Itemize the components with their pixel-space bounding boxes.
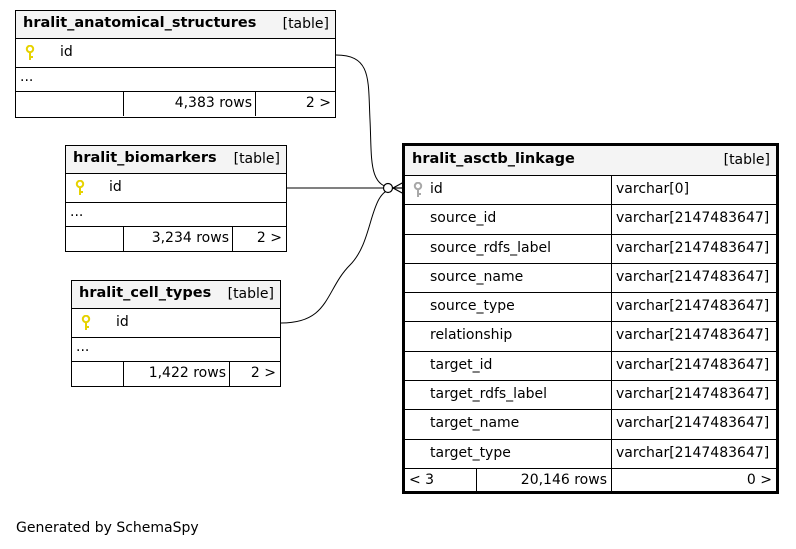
column-name: relationship bbox=[430, 327, 513, 344]
ellipsis: ... bbox=[70, 204, 84, 220]
column-name: id bbox=[116, 314, 129, 330]
ellipsis: ... bbox=[76, 339, 90, 355]
primary-key-icon bbox=[74, 179, 86, 200]
crowfoot-marker bbox=[382, 181, 405, 195]
column-type-cell: varchar[2147483647] bbox=[611, 263, 769, 293]
generated-by-label: Generated by SchemaSpy bbox=[16, 520, 199, 536]
column-name: id bbox=[430, 181, 443, 197]
table-header: hralit_cell_types [table] bbox=[72, 281, 280, 309]
table-kind: [table] bbox=[227, 286, 274, 302]
pk-row: id bbox=[66, 174, 286, 203]
column-row: source_rdfs_label varchar[2147483647] bbox=[405, 234, 776, 264]
link-anatomical-to-linkage bbox=[335, 54, 396, 189]
table-asctb-linkage[interactable]: hralit_asctb_linkage [table] id varchar[0… bbox=[402, 143, 779, 494]
column-type-cell: varchar[2147483647] bbox=[611, 381, 769, 410]
column-row: target_rdfs_label varchar[2147483647] bbox=[405, 381, 776, 411]
table-name[interactable]: hralit_anatomical_structures bbox=[23, 15, 257, 31]
column-type: varchar[2147483647] bbox=[616, 327, 770, 344]
column-row: id varchar[0] bbox=[405, 176, 776, 206]
column-type: varchar[2147483647] bbox=[616, 298, 770, 315]
column-name: source_type bbox=[430, 298, 515, 315]
column-type-cell: varchar[2147483647] bbox=[611, 410, 769, 439]
column-type: varchar[2147483647] bbox=[616, 415, 770, 432]
column-type-cell: varchar[2147483647] bbox=[611, 293, 769, 322]
column-name: id bbox=[109, 179, 122, 195]
column-name: target_name bbox=[430, 415, 520, 432]
ellipsis: ... bbox=[20, 69, 34, 85]
table-footer: 4,383 rows 2 > bbox=[16, 92, 335, 116]
column-type: varchar[2147483647] bbox=[616, 210, 770, 227]
column-type-cell: varchar[0] bbox=[611, 176, 689, 205]
table-cell-types[interactable]: hralit_cell_types [table] id ... 1,422 r… bbox=[71, 280, 281, 387]
column-row: target_type varchar[2147483647] bbox=[405, 439, 776, 469]
column-row: source_type varchar[2147483647] bbox=[405, 293, 776, 323]
row-count: 4,383 rows bbox=[174, 95, 252, 111]
column-type-cell: varchar[2147483647] bbox=[611, 439, 769, 468]
table-kind: [table] bbox=[282, 16, 329, 32]
children-link[interactable]: 0 > bbox=[746, 471, 772, 488]
column-type: varchar[2147483647] bbox=[616, 268, 770, 285]
children-link[interactable]: 2 > bbox=[305, 95, 331, 111]
table-header: hralit_biomarkers [table] bbox=[66, 146, 286, 174]
table-footer: 1,422 rows 2 > bbox=[72, 362, 280, 386]
column-row: source_name varchar[2147483647] bbox=[405, 263, 776, 294]
column-name: target_rdfs_label bbox=[430, 386, 548, 403]
column-list: id varchar[0] source_id varchar[2147483647]… bbox=[405, 176, 776, 469]
more-columns[interactable]: ... bbox=[16, 68, 335, 92]
column-type-cell: varchar[2147483647] bbox=[611, 234, 769, 263]
row-count: 3,234 rows bbox=[151, 230, 229, 246]
link-celltypes-to-linkage bbox=[280, 187, 396, 324]
column-type-cell: varchar[2147483647] bbox=[611, 322, 769, 351]
column-type-cell: varchar[2147483647] bbox=[611, 205, 769, 234]
row-count: 20,146 rows bbox=[520, 471, 607, 488]
table-header: hralit_asctb_linkage [table] bbox=[405, 146, 776, 176]
children-link[interactable]: 2 > bbox=[250, 365, 276, 381]
table-anatomical-structures[interactable]: hralit_anatomical_structures [table] id … bbox=[15, 10, 336, 118]
column-row: source_id varchar[2147483647] bbox=[405, 205, 776, 235]
primary-key-icon bbox=[24, 44, 36, 65]
column-type-cell: varchar[2147483647] bbox=[611, 351, 769, 381]
pk-row: id bbox=[16, 39, 335, 68]
column-type: varchar[2147483647] bbox=[616, 356, 770, 373]
table-kind: [table] bbox=[233, 151, 280, 167]
column-name: target_type bbox=[430, 444, 511, 461]
table-header: hralit_anatomical_structures [table] bbox=[16, 11, 335, 39]
column-row: target_name varchar[2147483647] bbox=[405, 410, 776, 440]
row-count: 1,422 rows bbox=[148, 365, 226, 381]
table-kind: [table] bbox=[723, 152, 770, 168]
column-name: id bbox=[60, 44, 73, 60]
column-name: target_id bbox=[430, 356, 493, 373]
column-row: target_id varchar[2147483647] bbox=[405, 351, 776, 382]
table-footer: 3,234 rows 2 > bbox=[66, 227, 286, 251]
column-type: varchar[2147483647] bbox=[616, 239, 770, 256]
children-link[interactable]: 2 > bbox=[256, 230, 282, 246]
table-footer: < 3 20,146 rows 0 > bbox=[405, 468, 776, 493]
column-name: source_name bbox=[430, 268, 524, 285]
primary-key-icon bbox=[80, 314, 92, 335]
table-name[interactable]: hralit_asctb_linkage bbox=[412, 151, 575, 167]
column-type: varchar[2147483647] bbox=[616, 386, 770, 403]
column-name: source_id bbox=[430, 210, 497, 227]
foreign-key-icon bbox=[412, 181, 424, 202]
column-type: varchar[0] bbox=[616, 181, 690, 197]
more-columns[interactable]: ... bbox=[66, 203, 286, 227]
more-columns[interactable]: ... bbox=[72, 338, 280, 362]
column-type: varchar[2147483647] bbox=[616, 444, 770, 461]
parents-link[interactable]: < 3 bbox=[409, 471, 435, 488]
column-name: source_rdfs_label bbox=[430, 239, 551, 256]
column-row: relationship varchar[2147483647] bbox=[405, 322, 776, 352]
table-name[interactable]: hralit_biomarkers bbox=[73, 150, 217, 166]
table-biomarkers[interactable]: hralit_biomarkers [table] id ... 3,234 r… bbox=[65, 145, 287, 252]
table-name[interactable]: hralit_cell_types bbox=[79, 285, 212, 301]
pk-row: id bbox=[72, 309, 280, 338]
